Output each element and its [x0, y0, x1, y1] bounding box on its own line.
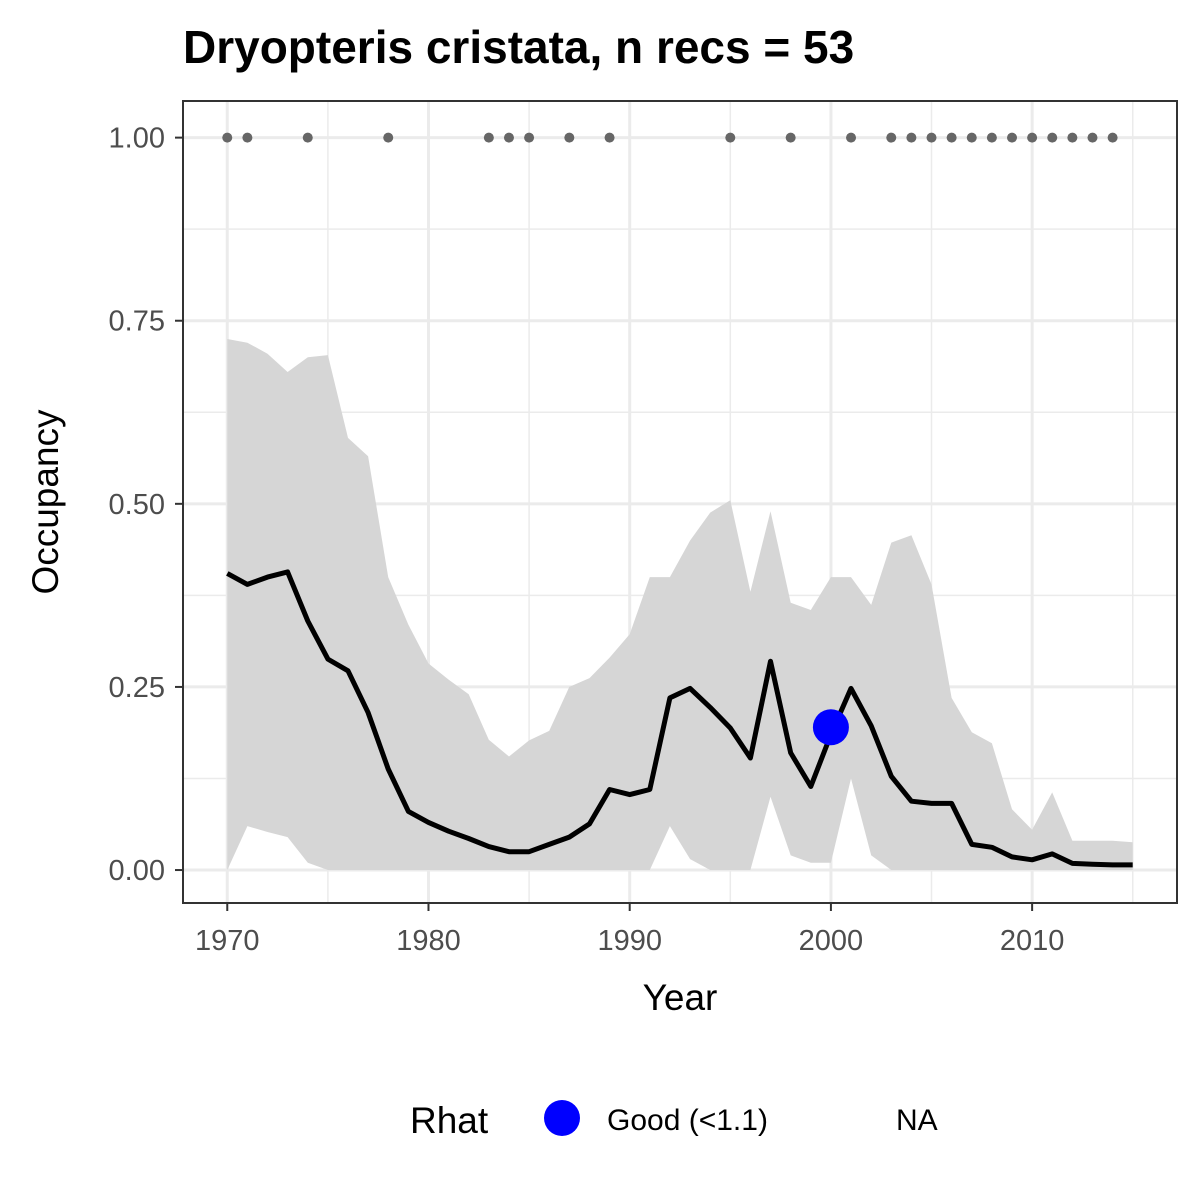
record-point: [1027, 132, 1038, 143]
record-point: [846, 132, 857, 143]
record-point: [966, 132, 977, 143]
x-tick-label: 2010: [1000, 925, 1065, 957]
record-point: [302, 132, 313, 143]
record-point: [383, 132, 394, 143]
record-point: [483, 132, 494, 143]
record-point: [926, 132, 937, 143]
legend-title: Rhat: [410, 1100, 489, 1141]
chart-title: Dryopteris cristata, n recs = 53: [183, 21, 854, 73]
record-point: [906, 132, 917, 143]
record-point: [1067, 132, 1078, 143]
x-tick-label: 1990: [597, 925, 662, 957]
record-point: [946, 132, 957, 143]
legend-key-good: [544, 1100, 580, 1136]
record-point: [725, 132, 736, 143]
legend: Rhat Good (<1.1) NA: [410, 1100, 938, 1141]
occupancy-mean-line: [226, 569, 1133, 868]
y-axis: 0.00 0.25 0.50 0.75 1.00: [109, 123, 183, 887]
plot-panel: [182, 100, 1178, 904]
x-axis: 1970 1980 1990 2000 2010: [195, 903, 1064, 957]
record-point: [242, 132, 253, 143]
credible-interval-ribbon: [227, 339, 1133, 870]
record-point: [222, 132, 233, 143]
x-axis-title: Year: [643, 977, 718, 1018]
record-point: [1007, 132, 1018, 143]
record-point: [986, 132, 997, 143]
record-point: [564, 132, 575, 143]
record-points: [222, 132, 1118, 143]
record-point: [886, 132, 897, 143]
y-tick-label: 0.75: [109, 306, 165, 338]
x-tick-label: 1970: [195, 925, 260, 957]
rhat-point: [812, 709, 849, 746]
record-point: [1107, 132, 1118, 143]
record-point: [524, 132, 535, 143]
x-tick-label: 2000: [799, 925, 864, 957]
record-point: [1047, 132, 1058, 143]
y-tick-label: 0.00: [109, 855, 165, 887]
y-tick-label: 0.50: [109, 489, 165, 521]
legend-label-na: NA: [896, 1104, 938, 1137]
record-point: [785, 132, 796, 143]
record-point: [604, 132, 615, 143]
x-tick-label: 1980: [396, 925, 461, 957]
legend-label-good: Good (<1.1): [607, 1104, 768, 1137]
y-tick-label: 1.00: [109, 123, 165, 155]
panel-border: [182, 100, 1178, 904]
rhat-points: [812, 709, 849, 746]
record-point: [503, 132, 514, 143]
record-point: [1087, 132, 1098, 143]
y-tick-label: 0.25: [109, 672, 165, 704]
y-axis-title: Occupancy: [25, 409, 66, 595]
